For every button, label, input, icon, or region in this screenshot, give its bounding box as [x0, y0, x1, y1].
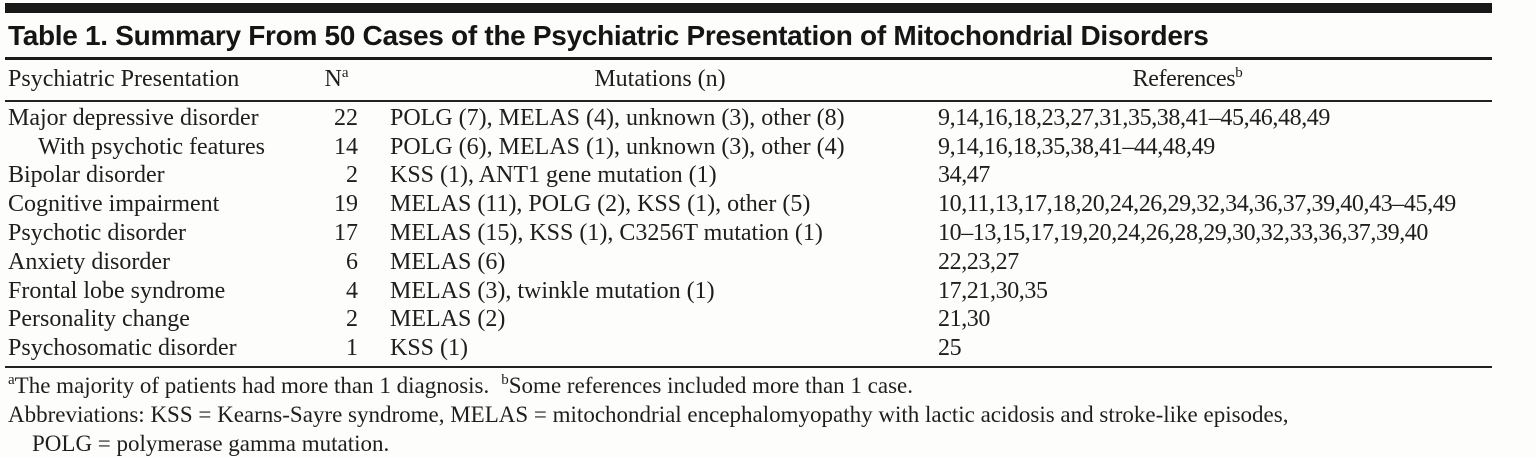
footnote-a-text: The majority of patients had more than 1…: [14, 372, 490, 398]
header-n: Na: [324, 65, 349, 93]
cell-mutations: MELAS (6): [390, 248, 506, 275]
cell-mutations: MELAS (15), KSS (1), C3256T mutation (1): [390, 219, 823, 246]
cell-references: 22,23,27: [938, 248, 1019, 275]
cell-mutations: POLG (7), MELAS (4), unknown (3), other …: [390, 104, 845, 131]
cell-mutations: KSS (1): [390, 335, 469, 362]
cell-n: 22: [334, 104, 358, 131]
cell-references: 21,30: [938, 306, 991, 333]
header-mutations: Mutations (n): [594, 66, 726, 92]
cell-mutations: KSS (1), ANT1 gene mutation (1): [390, 162, 717, 189]
cell-presentation: Personality change: [8, 306, 190, 333]
footnote-abbreviations-line-1: Abbreviations: KSS = Kearns-Sayre syndro…: [8, 401, 1289, 427]
cell-n: 6: [346, 248, 358, 275]
cell-references: 17,21,30,35: [938, 277, 1048, 304]
cell-n: 17: [334, 219, 358, 246]
cell-n: 4: [346, 277, 358, 304]
table-header-row: Psychiatric Presentation Na Mutations (n…: [5, 60, 1492, 100]
cell-references: 10,11,13,17,18,20,24,26,29,32,34,36,37,3…: [938, 191, 1456, 218]
cell-mutations: MELAS (11), POLG (2), KSS (1), other (5): [390, 191, 811, 218]
cell-presentation: Psychotic disorder: [8, 219, 186, 246]
rule-under-header: [5, 99, 1492, 102]
table-row: Anxiety disorder 6 MELAS (6) 22,23,27: [5, 248, 1492, 277]
cell-presentation: Frontal lobe syndrome: [8, 277, 226, 304]
header-n-superscript: a: [341, 65, 349, 81]
cell-n: 1: [346, 335, 358, 362]
footnote-b-marker: b: [501, 371, 509, 388]
cell-mutations: MELAS (3), twinkle mutation (1): [390, 277, 715, 304]
cell-references: 9,14,16,18,35,38,41–44,48,49: [938, 133, 1215, 160]
header-psychiatric-presentation: Psychiatric Presentation: [8, 66, 240, 92]
cell-n: 14: [334, 133, 358, 160]
table-title: Table 1. Summary From 50 Cases of the Ps…: [8, 20, 1209, 51]
table-row: Cognitive impairment 19 MELAS (11), POLG…: [5, 190, 1492, 219]
table-row: With psychotic features 14 POLG (6), MEL…: [5, 133, 1492, 162]
cell-presentation: Anxiety disorder: [8, 248, 170, 275]
cell-mutations: MELAS (2): [390, 306, 506, 333]
footnote-abbreviations-line-2: POLG = polymerase gamma mutation.: [32, 430, 390, 456]
cell-references: 9,14,16,18,23,27,31,35,38,41–45,46,48,49: [938, 104, 1331, 131]
footnote-a-marker: a: [8, 371, 15, 388]
table-row: Bipolar disorder 2 KSS (1), ANT1 gene mu…: [5, 161, 1492, 190]
cell-n: 19: [334, 191, 358, 218]
header-references: Referencesb: [1132, 65, 1243, 93]
table-footnotes: aThe majority of patients had more than …: [5, 368, 1492, 458]
table-row: Frontal lobe syndrome 4 MELAS (3), twink…: [5, 277, 1492, 306]
footnote-b-text: Some references included more than 1 cas…: [508, 372, 914, 398]
cell-presentation: Psychosomatic disorder: [8, 335, 237, 362]
cell-presentation: With psychotic features: [38, 133, 265, 160]
cell-presentation: Cognitive impairment: [8, 191, 220, 218]
cell-n: 2: [346, 306, 358, 333]
rule-above-footnotes: [5, 365, 1492, 368]
cell-mutations: POLG (6), MELAS (1), unknown (3), other …: [390, 133, 845, 160]
table-row: Psychosomatic disorder 1 KSS (1) 25: [5, 334, 1492, 363]
rule-under-title: [5, 57, 1492, 60]
top-rule: [5, 3, 1492, 13]
cell-references: 34,47: [938, 162, 991, 189]
table-row: Major depressive disorder 22 POLG (7), M…: [5, 104, 1492, 133]
table-row: Personality change 2 MELAS (2) 21,30: [5, 305, 1492, 334]
table-body: Major depressive disorder 22 POLG (7), M…: [5, 102, 1492, 366]
table-row: Psychotic disorder 17 MELAS (15), KSS (1…: [5, 219, 1492, 248]
cell-references: 25: [938, 335, 962, 362]
footnote-line-1: aThe majority of patients had more than …: [8, 371, 1492, 400]
cell-n: 2: [346, 162, 358, 189]
header-references-superscript: b: [1235, 65, 1243, 81]
cell-references: 10–13,15,17,19,20,24,26,28,29,30,32,33,3…: [938, 219, 1429, 246]
cell-presentation: Major depressive disorder: [8, 104, 259, 131]
cell-presentation: Bipolar disorder: [8, 162, 165, 189]
